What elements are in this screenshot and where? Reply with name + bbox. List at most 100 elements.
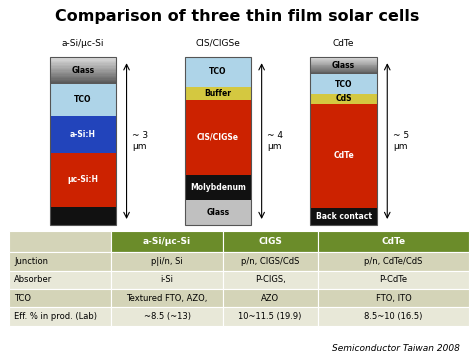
Text: i-Si: i-Si [161, 275, 173, 284]
Text: ~ 4
μm: ~ 4 μm [267, 131, 283, 151]
Bar [318, 231, 469, 252]
Bar [50, 82, 116, 83]
Bar [185, 200, 251, 225]
Bar [310, 66, 377, 67]
Bar [9, 307, 111, 326]
Bar [9, 289, 111, 307]
Bar [50, 58, 116, 60]
Text: ~8.5 (~13): ~8.5 (~13) [144, 312, 191, 321]
Bar [9, 271, 111, 289]
Bar [9, 252, 111, 271]
Text: 8.5~10 (16.5): 8.5~10 (16.5) [364, 312, 423, 321]
Bar [318, 289, 469, 307]
Text: CdTe: CdTe [333, 39, 355, 48]
Bar [50, 207, 116, 225]
Bar [310, 73, 377, 74]
Text: Textured FTO, AZO,: Textured FTO, AZO, [127, 294, 208, 303]
Bar [310, 67, 377, 68]
Bar [310, 64, 377, 65]
Bar [111, 252, 223, 271]
Text: 10~11.5 (19.9): 10~11.5 (19.9) [238, 312, 302, 321]
Text: μc-Si:H: μc-Si:H [67, 175, 99, 185]
Text: CIGS: CIGS [258, 237, 282, 246]
Bar [310, 57, 377, 225]
Bar [310, 65, 377, 66]
Bar [223, 231, 318, 252]
Text: p/n, CdTe/CdS: p/n, CdTe/CdS [364, 257, 423, 266]
Bar [310, 69, 377, 70]
Bar [50, 83, 116, 116]
Bar [185, 100, 251, 175]
Bar [185, 87, 251, 100]
Text: CdTe: CdTe [382, 237, 405, 246]
Bar [310, 94, 377, 104]
Bar [50, 57, 116, 225]
Text: p/n, CIGS/CdS: p/n, CIGS/CdS [241, 257, 300, 266]
Text: ~ 3
μm: ~ 3 μm [132, 131, 148, 151]
Bar [50, 81, 116, 82]
Text: Comparison of three thin film solar cells: Comparison of three thin film solar cell… [55, 9, 419, 24]
Bar [50, 153, 116, 207]
Bar [9, 231, 111, 252]
Bar [310, 59, 377, 60]
Text: Buffer: Buffer [205, 89, 231, 98]
Bar [50, 77, 116, 78]
Bar [50, 62, 116, 64]
Text: Glass: Glass [332, 61, 355, 70]
Text: ~ 5
μm: ~ 5 μm [393, 131, 409, 151]
Bar [223, 252, 318, 271]
Bar [111, 307, 223, 326]
Text: Molybdenum: Molybdenum [190, 183, 246, 192]
Bar [50, 71, 116, 73]
Bar [318, 307, 469, 326]
Bar [185, 175, 251, 200]
Bar [50, 73, 116, 74]
Bar [310, 58, 377, 59]
Text: Junction: Junction [14, 257, 48, 266]
Bar [50, 60, 116, 61]
Text: a-Si/μc-Si: a-Si/μc-Si [62, 39, 104, 48]
Text: P-CIGS,: P-CIGS, [255, 275, 285, 284]
Text: TCO: TCO [335, 80, 352, 89]
Text: Eff. % in prod. (Lab): Eff. % in prod. (Lab) [14, 312, 97, 321]
Text: Glass: Glass [72, 66, 94, 75]
Text: CIS/CIGSe: CIS/CIGSe [197, 133, 239, 142]
Bar [310, 62, 377, 63]
Bar [318, 271, 469, 289]
Bar [50, 116, 116, 153]
Bar [50, 74, 116, 76]
Text: Absorber: Absorber [14, 275, 53, 284]
Bar [310, 208, 377, 225]
Bar [310, 70, 377, 71]
Bar [50, 76, 116, 77]
Bar [111, 289, 223, 307]
Text: CdS: CdS [336, 94, 352, 103]
Text: p|i/n, Si: p|i/n, Si [151, 257, 183, 266]
Bar [50, 64, 116, 65]
Bar [185, 57, 251, 87]
Bar [50, 70, 116, 71]
Bar [50, 80, 116, 81]
Text: P-CdTe: P-CdTe [379, 275, 408, 284]
Bar [310, 104, 377, 208]
Text: Glass: Glass [207, 208, 229, 217]
Bar [50, 66, 116, 67]
Bar [50, 57, 116, 58]
Bar [223, 307, 318, 326]
Text: TCO: TCO [14, 294, 31, 303]
Text: a-Si:H: a-Si:H [70, 130, 96, 139]
Bar [50, 65, 116, 66]
Bar [310, 74, 377, 94]
Bar [318, 252, 469, 271]
Bar [111, 231, 223, 252]
Text: FTO, ITO: FTO, ITO [375, 294, 411, 303]
Bar [50, 61, 116, 62]
Bar [50, 78, 116, 80]
Text: TCO: TCO [74, 95, 91, 104]
Bar [310, 63, 377, 64]
Text: a-Si/μc-Si: a-Si/μc-Si [143, 237, 191, 246]
Text: Back contact: Back contact [316, 212, 372, 221]
Text: CIS/CIGSe: CIS/CIGSe [196, 39, 240, 48]
Bar [310, 60, 377, 61]
Bar [310, 57, 377, 58]
